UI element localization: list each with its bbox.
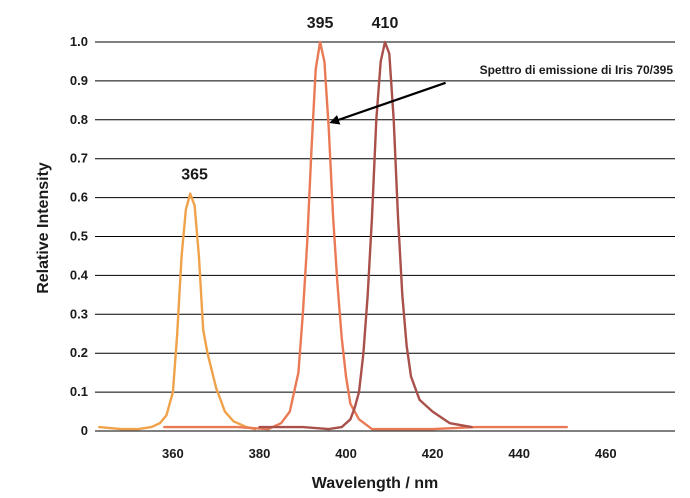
series-1-line <box>98 192 257 431</box>
y-tick-label: 0.7 <box>70 151 88 166</box>
y-tick-label: 0 <box>81 423 88 438</box>
x-tick-label: 440 <box>508 446 530 461</box>
peak-label: 395 <box>307 15 334 32</box>
y-tick-label: 0.1 <box>70 384 88 399</box>
x-tick-label: 360 <box>162 446 184 461</box>
tick-labels: 0 0.1 0.2 0.3 0.4 0.5 0.6 0.7 0.8 0.9 1.0 360 380 400… <box>70 34 617 461</box>
x-axis-title: Wavelength / nm <box>312 475 439 492</box>
y-tick-label: 0.9 <box>70 73 88 88</box>
x-tick-label: 380 <box>249 446 271 461</box>
annotation-arrow <box>329 81 446 125</box>
y-tick-label: 0.4 <box>70 267 89 282</box>
series-3-line <box>258 40 473 431</box>
annotation-text: Spettro di emissione di Iris 70/395 <box>480 63 674 77</box>
peak-label: 365 <box>181 167 208 184</box>
annotations: 365 395 410 Spettro di emissione di Iris 70… <box>181 15 673 184</box>
grid-lines <box>95 41 675 432</box>
y-tick-label: 0.6 <box>70 190 88 205</box>
peak-label: 410 <box>372 15 399 32</box>
y-tick-label: 0.8 <box>70 112 88 127</box>
series-group <box>98 40 568 431</box>
y-tick-label: 0.5 <box>70 229 88 244</box>
y-tick-label: 1.0 <box>70 34 88 49</box>
y-axis-title: Relative Intensity <box>35 162 52 294</box>
series-2-line <box>163 40 568 431</box>
x-tick-label: 420 <box>422 446 444 461</box>
x-tick-label: 400 <box>335 446 357 461</box>
x-tick-label: 460 <box>595 446 617 461</box>
y-tick-label: 0.3 <box>70 306 88 321</box>
y-tick-label: 0.2 <box>70 345 88 360</box>
